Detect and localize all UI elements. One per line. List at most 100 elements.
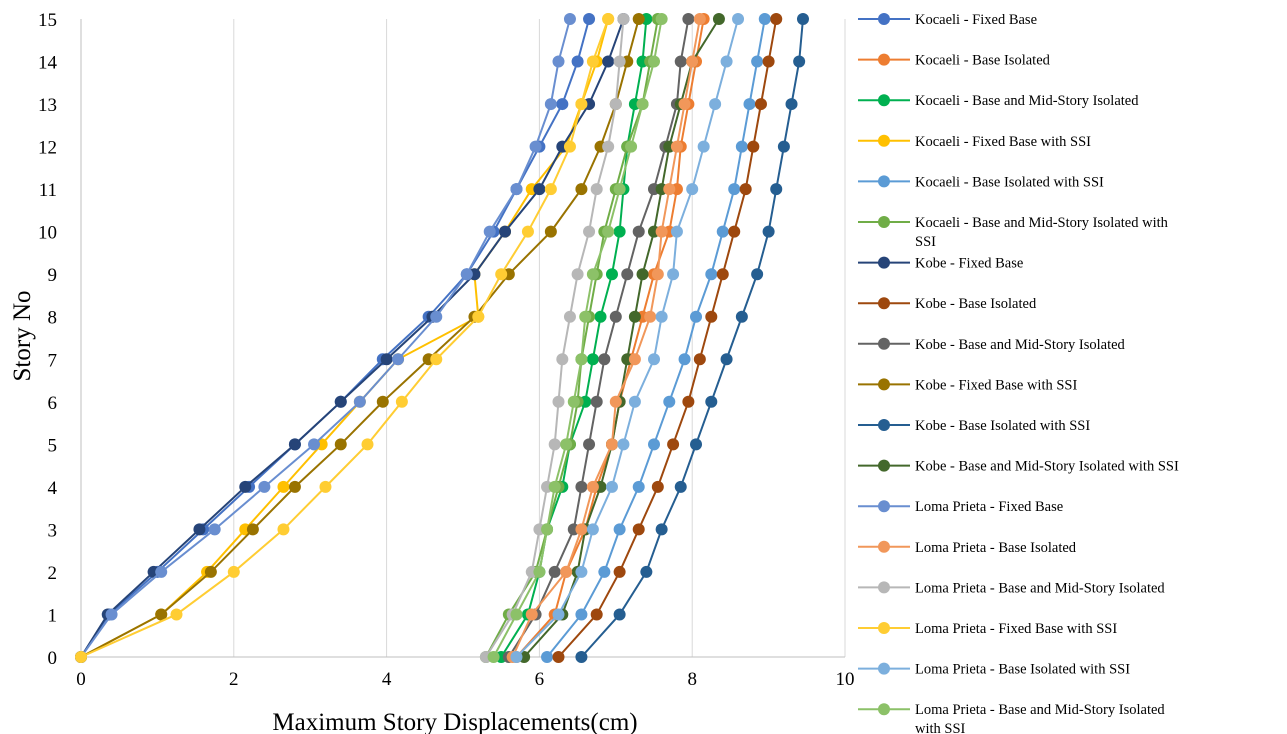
data-point [648, 55, 660, 68]
data-point [602, 13, 615, 25]
data-point [75, 651, 87, 663]
series-17 [510, 13, 745, 663]
data-point [754, 98, 767, 111]
data-point [628, 310, 641, 323]
legend-item: Loma Prieta - Fixed Base with SSI [858, 621, 1117, 637]
data-point [487, 651, 500, 663]
data-point [583, 13, 596, 25]
data-point [594, 310, 607, 323]
data-point [472, 310, 485, 323]
legend-swatch-marker [878, 581, 890, 594]
y-tick-label: 1 [48, 605, 58, 626]
legend-swatch-marker [878, 53, 890, 66]
data-point [392, 353, 405, 366]
data-point [586, 480, 599, 493]
series-line [557, 18, 778, 658]
legend-label: Kobe - Fixed Base [915, 256, 1023, 272]
data-point [670, 225, 683, 238]
series-14 [506, 13, 706, 663]
data-point [735, 310, 748, 323]
data-point [602, 140, 615, 153]
data-point [716, 225, 729, 238]
legend-item: Kocaeli - Base Isolated with SSI [858, 174, 1104, 190]
data-point [571, 55, 584, 68]
data-point [575, 183, 588, 196]
data-point [376, 395, 389, 408]
data-point [796, 13, 809, 25]
legend-swatch-marker [878, 662, 890, 675]
data-point [655, 225, 668, 238]
legend-swatch-marker [878, 703, 890, 716]
data-point [170, 608, 183, 621]
data-point [239, 480, 252, 493]
data-point [483, 225, 496, 238]
data-point [770, 13, 783, 25]
data-point [598, 353, 611, 366]
x-tick-label: 6 [535, 669, 545, 690]
legend-swatch-marker [878, 337, 890, 350]
data-point [655, 13, 668, 25]
data-point [613, 183, 626, 196]
data-point [308, 438, 321, 451]
data-point [617, 13, 630, 25]
data-point [586, 523, 599, 536]
legend-item: Loma Prieta - Base and Mid-Story Isolate… [858, 580, 1165, 596]
data-point [288, 438, 301, 451]
data-point [533, 565, 546, 578]
data-point [602, 55, 615, 68]
legend-item: Kobe - Base and Mid-Story Isolated [858, 337, 1126, 353]
data-point [499, 225, 512, 238]
data-point [246, 523, 259, 536]
data-point [525, 608, 538, 621]
legend-label: Kocaeli - Fixed Base [915, 12, 1037, 28]
legend-item: Kocaeli - Fixed Base with SSI [858, 134, 1091, 150]
data-point [541, 523, 554, 536]
data-point [590, 395, 603, 408]
x-axis-label: Maximum Story Displacements(cm) [272, 709, 637, 734]
legend-label: Kocaeli - Base Isolated with SSI [915, 174, 1104, 190]
data-point [678, 353, 691, 366]
data-point [602, 225, 615, 238]
data-point [227, 565, 240, 578]
data-point [430, 353, 443, 366]
data-point [732, 13, 745, 25]
legend-swatch-marker [878, 459, 890, 472]
data-point [682, 395, 695, 408]
series-line [80, 18, 571, 658]
data-point [563, 140, 576, 153]
data-point [544, 225, 557, 238]
data-point [575, 565, 588, 578]
series-1 [75, 13, 596, 663]
data-point [552, 55, 565, 68]
data-point [785, 98, 798, 111]
series-line [80, 18, 591, 658]
data-point [598, 565, 611, 578]
data-point [770, 183, 783, 196]
data-point [361, 438, 374, 451]
data-point [712, 13, 725, 25]
data-point [575, 523, 588, 536]
data-point [655, 310, 668, 323]
data-point [575, 651, 588, 663]
data-point [567, 395, 580, 408]
data-point [728, 183, 741, 196]
data-point [697, 140, 710, 153]
series-11 [575, 13, 809, 663]
legend-label: Loma Prieta - Fixed Base [915, 499, 1063, 515]
data-point [579, 310, 592, 323]
y-tick-label: 2 [48, 563, 58, 584]
data-point [632, 523, 645, 536]
data-point [575, 98, 588, 111]
y-tick-label: 13 [38, 95, 57, 116]
series-9 [502, 13, 695, 663]
legend-label: Kocaeli - Fixed Base with SSI [915, 134, 1091, 150]
data-point [552, 608, 565, 621]
data-point [556, 353, 569, 366]
data-point [648, 353, 660, 366]
data-point [548, 480, 561, 493]
data-point [716, 268, 729, 281]
data-point [758, 13, 771, 25]
legend-label: Kobe - Fixed Base with SSI [915, 377, 1077, 393]
data-point [208, 523, 221, 536]
